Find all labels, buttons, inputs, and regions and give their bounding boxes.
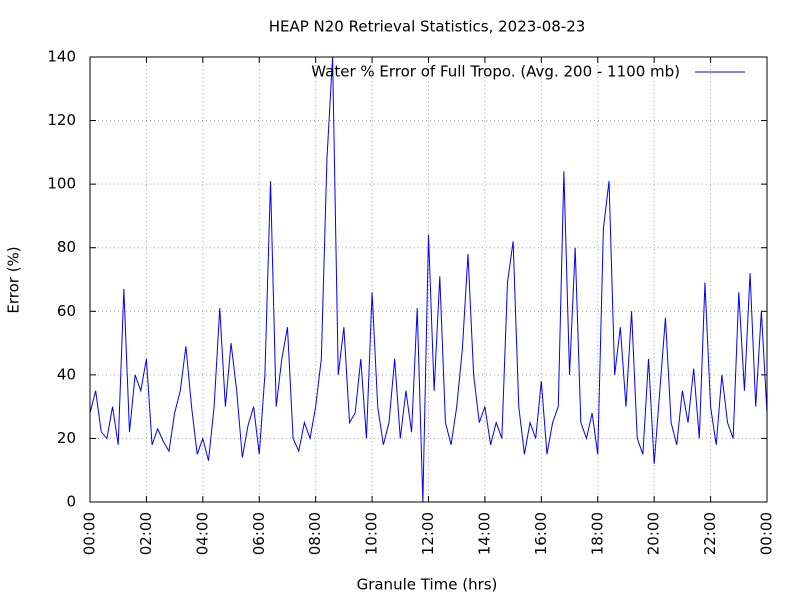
x-axis-label: Granule Time (hrs) <box>357 576 498 594</box>
x-tick-label: 10:00 <box>363 512 381 555</box>
x-tick-label: 00:00 <box>81 512 99 555</box>
x-tick-label: 00:00 <box>758 512 776 555</box>
x-tick-label: 16:00 <box>532 512 550 555</box>
x-tick-label: 08:00 <box>306 512 324 555</box>
y-tick-label: 120 <box>47 111 76 129</box>
y-tick-label: 0 <box>66 493 76 511</box>
y-tick-label: 40 <box>57 365 76 383</box>
x-tick-label: 20:00 <box>645 512 663 555</box>
x-tick-label: 22:00 <box>701 512 719 555</box>
y-axis-label: Error (%) <box>5 246 23 313</box>
x-tick-label: 12:00 <box>419 512 437 555</box>
x-tick-label: 04:00 <box>193 512 211 555</box>
y-tick-label: 60 <box>57 302 76 320</box>
y-tick-label: 100 <box>47 175 76 193</box>
legend-label: Water % Error of Full Tropo. (Avg. 200 -… <box>311 63 680 81</box>
x-tick-label: 02:00 <box>137 512 155 555</box>
data-line <box>89 56 768 503</box>
y-tick-label: 140 <box>47 48 76 66</box>
y-tick-label: 80 <box>57 238 76 256</box>
y-tick-label: 20 <box>57 429 76 447</box>
x-tick-label: 06:00 <box>250 512 268 555</box>
chart-title: HEAP N20 Retrieval Statistics, 2023-08-2… <box>269 18 586 36</box>
plot-border <box>89 56 768 503</box>
x-tick-label: 14:00 <box>475 512 493 555</box>
x-tick-label: 18:00 <box>588 512 606 555</box>
